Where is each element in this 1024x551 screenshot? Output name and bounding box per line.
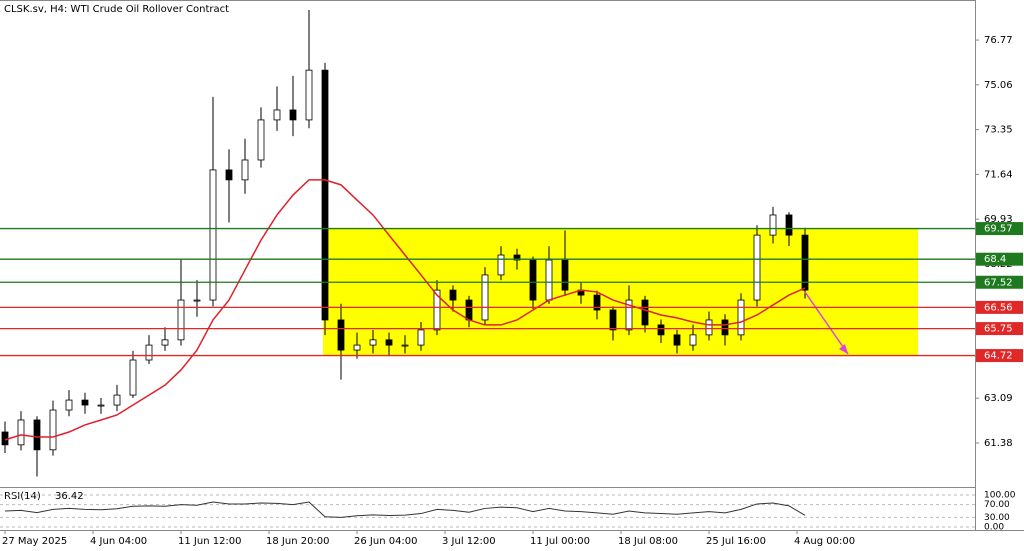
y-tick-label: 75.06 xyxy=(984,80,1013,91)
candle-body xyxy=(465,299,473,321)
candle-body xyxy=(49,409,57,451)
candle-body xyxy=(625,299,633,331)
rsi-tick-label: 30.00 xyxy=(984,513,1010,523)
rsi-tick-label: 100.00 xyxy=(984,490,1016,500)
zone xyxy=(323,228,918,356)
candle-body xyxy=(209,169,217,301)
y-tick-label: 73.35 xyxy=(984,125,1013,136)
candle-body xyxy=(449,289,457,301)
level-label: 66.56 xyxy=(984,302,1013,313)
candle-body xyxy=(97,404,105,407)
candle-body xyxy=(705,319,713,336)
candle-body xyxy=(609,309,617,331)
level-label-box xyxy=(976,300,1023,314)
arrow-head xyxy=(839,344,848,354)
y-tick-label: 61.38 xyxy=(984,438,1013,449)
candle-body xyxy=(177,299,185,341)
rsi-name: RSI(14) xyxy=(4,491,41,502)
candle-body xyxy=(561,259,569,291)
x-tick-label: 25 Jul 16:00 xyxy=(706,536,766,547)
level-label-box xyxy=(976,222,1023,236)
candle-body xyxy=(257,119,265,161)
candle-body xyxy=(801,234,809,291)
candle-body xyxy=(689,334,697,346)
candle-body xyxy=(273,109,281,121)
candle-body xyxy=(321,69,329,321)
plot xyxy=(1,9,809,477)
candle-body xyxy=(593,294,601,311)
candle-body xyxy=(657,324,665,336)
candle-body xyxy=(193,299,201,302)
candle-body xyxy=(129,359,137,396)
level-label-box xyxy=(976,252,1023,266)
x-tick-label: 11 Jun 12:00 xyxy=(178,536,242,547)
candle-body xyxy=(113,394,121,406)
level-label: 68.4 xyxy=(984,254,1006,265)
candle-body xyxy=(481,274,489,321)
candle-body xyxy=(17,419,25,446)
candle-body xyxy=(721,319,729,336)
candle-body xyxy=(65,399,73,411)
candle-body xyxy=(369,339,377,346)
candle-body xyxy=(81,399,89,406)
x-tick-label: 26 Jun 04:00 xyxy=(354,536,418,547)
chart-title: CLSK.sv, H4: WTI Crude Oil Rollover Cont… xyxy=(4,4,229,15)
level-label: 69.57 xyxy=(984,224,1013,235)
x-tick-label: 4 Aug 00:00 xyxy=(794,536,855,547)
candle-body xyxy=(433,289,441,331)
y-tick-label: 69.93 xyxy=(984,214,1013,225)
candle-body xyxy=(1,431,9,446)
y-tick-label: 63.09 xyxy=(984,393,1013,404)
candle-body xyxy=(753,234,761,301)
level-label: 65.75 xyxy=(984,324,1013,335)
x-tick-label: 18 Jul 08:00 xyxy=(618,536,678,547)
candle-body xyxy=(769,214,777,236)
candle-body xyxy=(497,254,505,276)
candle-body xyxy=(353,344,361,351)
candle-body xyxy=(513,254,521,261)
candle-body xyxy=(401,344,409,347)
rsi-line xyxy=(4,501,806,518)
x-tick-label: 27 May 2025 xyxy=(2,536,67,547)
x-tick-label: 18 Jun 20:00 xyxy=(266,536,330,547)
level-label-box xyxy=(976,275,1023,289)
x-tick-label: 11 Jul 00:00 xyxy=(530,536,590,547)
x-tick-label: 3 Jul 12:00 xyxy=(442,536,496,547)
zone-layer xyxy=(323,228,918,356)
candle-body xyxy=(417,329,425,346)
candle-body xyxy=(161,339,169,346)
level-label-box xyxy=(976,349,1023,363)
candle-body xyxy=(641,299,649,326)
moving-average xyxy=(4,179,806,441)
candle-body xyxy=(305,69,313,121)
rsi-tick-label: 0.00 xyxy=(984,522,1004,532)
level-label-box xyxy=(976,322,1023,336)
candle-body xyxy=(241,159,249,181)
candle-body xyxy=(385,339,393,346)
y-tick-label: 76.77 xyxy=(984,35,1013,46)
candle-body xyxy=(33,419,41,451)
candle-body xyxy=(225,169,233,181)
y-tick-label: 71.64 xyxy=(984,169,1013,180)
level-label: 64.72 xyxy=(984,351,1013,362)
candle-body xyxy=(545,259,553,301)
candle-body xyxy=(529,259,537,301)
x-tick-label: 4 Jun 04:00 xyxy=(90,536,147,547)
candle-body xyxy=(673,334,681,346)
candle-body xyxy=(785,214,793,236)
candle-body xyxy=(737,299,745,336)
candle-body xyxy=(289,109,297,121)
candle-body xyxy=(337,319,345,351)
forecast-arrow xyxy=(804,291,849,355)
level-label: 67.52 xyxy=(984,277,1013,288)
candle-body xyxy=(145,344,153,361)
rsi-tick-label: 70.00 xyxy=(984,500,1010,510)
rsi-value: 36.42 xyxy=(55,491,84,502)
